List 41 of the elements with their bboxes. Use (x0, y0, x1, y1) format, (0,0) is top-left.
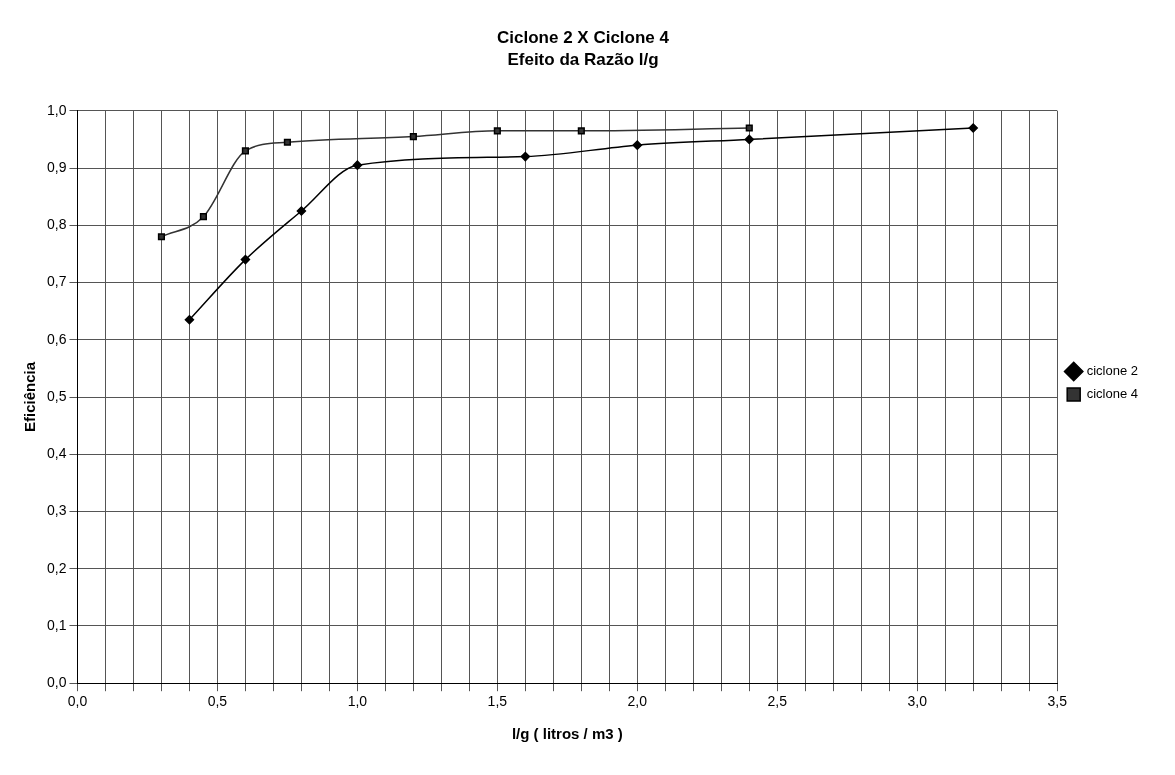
point (352, 160, 363, 170)
y-tick-label: 0,1 (46, 616, 67, 633)
x-tick-label: 0,0 (67, 693, 88, 710)
y-tick-label: 0,6 (46, 330, 67, 347)
legend-label: ciclone 2 (1086, 363, 1138, 379)
x-tick-label: 3,0 (907, 693, 928, 710)
y-tick-label: 0,7 (46, 273, 67, 290)
point (520, 151, 531, 162)
y-tick-label: 0,9 (46, 158, 67, 175)
point (968, 123, 978, 133)
point (577, 127, 585, 135)
y-tick-label: 0,3 (46, 502, 67, 519)
y-tick-label: 0,0 (46, 674, 67, 691)
x-tick-label: 2,0 (627, 693, 648, 710)
point (493, 127, 501, 135)
y-tick-label: 0,8 (46, 216, 67, 233)
y-tick-label: 1,0 (46, 101, 67, 118)
x-tick-label: 2,5 (767, 693, 788, 710)
y-axis-title: Eficiência (21, 361, 39, 433)
point (184, 314, 195, 325)
y-tick-label: 0,5 (46, 387, 67, 404)
chart-title: Ciclone 2 X Ciclone 4 (497, 27, 670, 47)
point (283, 138, 291, 146)
legend-label: ciclone 4 (1086, 386, 1138, 402)
x-axis-title: l/g ( litros / m3 ) (511, 725, 623, 743)
x-tick-label: 3,5 (1047, 693, 1068, 710)
point (241, 147, 249, 155)
point (744, 134, 755, 145)
x-tick-label: 1,0 (347, 693, 368, 710)
x-tick-label: 0,5 (207, 693, 228, 710)
x-tick-label: 1,5 (487, 693, 508, 710)
point (745, 124, 753, 132)
point (409, 132, 417, 141)
y-tick-label: 0,4 (46, 445, 67, 462)
point (199, 213, 208, 221)
point (157, 233, 166, 241)
y-tick-label: 0,2 (46, 559, 67, 576)
chart-subtitle: Efeito da Razão l/g (507, 50, 659, 70)
point (632, 140, 643, 150)
point (296, 206, 307, 216)
point (240, 254, 251, 265)
